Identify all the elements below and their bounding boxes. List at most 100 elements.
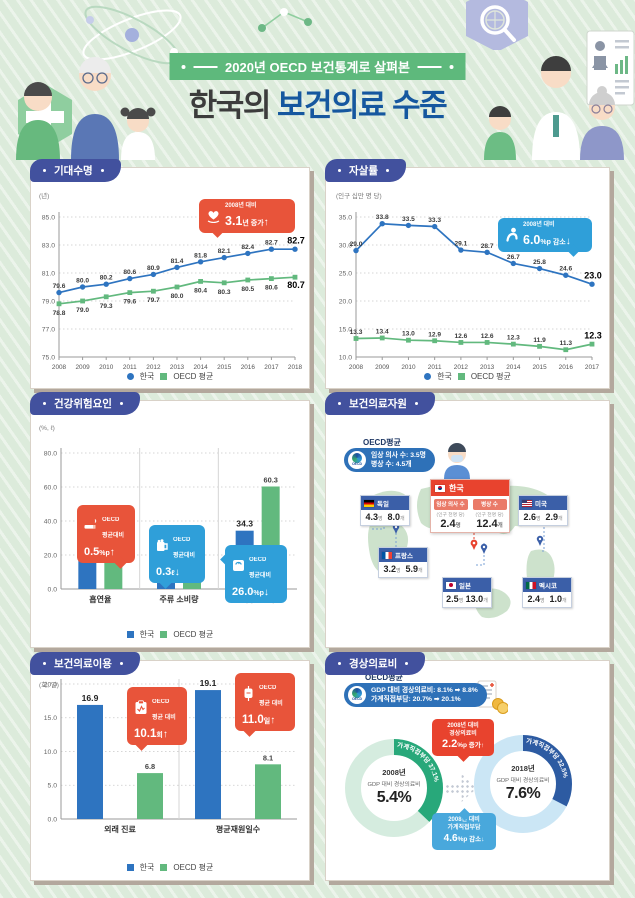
smoking-badge: OECD 평균대비 0.5%p↑ [77, 505, 135, 569]
svg-text:29.0: 29.0 [350, 241, 363, 248]
svg-text:2008: 2008 [52, 364, 67, 371]
health-expenditure-panel: 경상의료비 OECD평균 OECD GDP 대비 경상의료비: 8.1% ➡ 8… [325, 652, 610, 881]
svg-text:23.0: 23.0 [584, 271, 602, 281]
suicide-rate-chart: 10.0 15.0 20.0 25.0 30.0 35.0 2008 2009 2010 2011… [339, 212, 602, 371]
svg-text:75.0: 75.0 [42, 354, 55, 361]
svg-text:82.1: 82.1 [218, 248, 231, 255]
svg-text:2012: 2012 [146, 364, 161, 371]
svg-text:80.6: 80.6 [265, 285, 278, 292]
svg-text:19.1: 19.1 [200, 678, 217, 688]
svg-text:2010: 2010 [401, 364, 416, 371]
svg-text:80.3: 80.3 [218, 289, 231, 296]
svg-text:2008: 2008 [349, 364, 364, 371]
oecd-marker [457, 373, 465, 380]
svg-text:평균재원일수: 평균재원일수 [216, 824, 261, 834]
length-of-stay-badge: OECD 평균 대비 11.0일↑ [235, 673, 295, 737]
oecd-average-label: OECD평균 [365, 673, 403, 682]
korea-marker [424, 373, 432, 380]
svg-text:80.6: 80.6 [123, 269, 136, 276]
donut-2018-center: 2018년 GDP 대비 경상의료비 7.6% [496, 764, 550, 802]
svg-text:2015: 2015 [217, 364, 232, 371]
body-scale-icon [232, 559, 245, 572]
line-decor [417, 65, 442, 68]
iv-bag-icon [242, 685, 255, 701]
svg-text:11.9: 11.9 [533, 337, 546, 344]
svg-text:80.7: 80.7 [287, 280, 305, 290]
header-badge-text: 2020년 OECD 보건통계로 살펴본 [225, 60, 410, 75]
svg-text:2014: 2014 [193, 364, 208, 371]
korea-flag [435, 484, 445, 492]
svg-text:흡연율: 흡연율 [89, 594, 112, 604]
svg-text:2016: 2016 [559, 364, 574, 371]
chart-legend: 한국 OECD 평균 [31, 371, 309, 382]
svg-text:11.3: 11.3 [560, 340, 573, 347]
svg-text:0.0: 0.0 [48, 816, 58, 823]
svg-text:77.0: 77.0 [42, 326, 55, 333]
svg-text:2015: 2015 [532, 364, 547, 371]
svg-text:13.3: 13.3 [350, 329, 363, 336]
svg-text:33.8: 33.8 [376, 214, 389, 221]
svg-text:81.8: 81.8 [194, 252, 207, 259]
svg-text:80.4: 80.4 [194, 287, 207, 294]
burden-decrease-callout: 2008년 대비 가계직접부담 4.6%p 감소↓ [432, 807, 496, 850]
svg-text:20.0: 20.0 [44, 681, 57, 688]
svg-text:8.1: 8.1 [263, 753, 273, 762]
oecd-marker [160, 373, 168, 380]
svg-text:2009: 2009 [75, 364, 90, 371]
korea-marker [126, 864, 134, 871]
mexico-flag [526, 581, 536, 589]
svg-text:5.0: 5.0 [48, 783, 58, 790]
molecule-icon [258, 8, 312, 32]
svg-text:30.0: 30.0 [339, 242, 352, 249]
oecd-marker [160, 864, 168, 871]
svg-text:15.0: 15.0 [339, 326, 352, 333]
korea-marker [126, 631, 134, 638]
japan-flag [446, 581, 456, 589]
chart-legend: 한국 OECD 평균 [31, 862, 309, 873]
svg-text:2010: 2010 [99, 364, 114, 371]
life-expectancy-panel: 기대수명 (년) 2008년 대비 3.1년 증가↑ 75.0 77.0 79.0 8… [30, 159, 310, 389]
health-chart-board-icon [586, 30, 635, 106]
obesity-badge: OECD 평균대비 26.0%p↓ [219, 545, 287, 603]
france-flag [382, 551, 392, 559]
dot-decor [181, 64, 186, 69]
svg-text:40.0: 40.0 [44, 518, 57, 525]
svg-text:82.4: 82.4 [241, 244, 254, 251]
map-pin-japan [480, 543, 488, 554]
svg-text:80.0: 80.0 [44, 450, 57, 457]
donut-2008-center: 2008년 GDP 대비 경상의료비 5.4% [367, 768, 421, 806]
expenditure-increase-callout: 2008년 대비 경상의료비 2.2%p 증가↑ [432, 719, 494, 762]
svg-text:20.0: 20.0 [339, 298, 352, 305]
svg-text:78.8: 78.8 [53, 310, 66, 317]
health-resources-panel: 보건의료자원 OECD평균 OECD 임상 의사 수: 3.5명 병상 수: 4… [325, 392, 610, 648]
svg-text:12.9: 12.9 [428, 331, 441, 338]
svg-text:29.1: 29.1 [454, 241, 467, 248]
svg-text:80.0: 80.0 [171, 293, 184, 300]
korea-marker [126, 373, 134, 380]
panel-title-life-expectancy: 기대수명 [30, 159, 121, 182]
svg-text:85.0: 85.0 [42, 214, 55, 221]
svg-text:10.0: 10.0 [44, 749, 57, 756]
mexico-card: 멕시코 2.4명 1.0개 [522, 577, 572, 608]
svg-text:외래 진료: 외래 진료 [104, 824, 136, 834]
svg-text:15.0: 15.0 [44, 715, 57, 722]
oecd-logo-icon: OECD [348, 686, 366, 704]
germany-card: 독일 4.3명 8.0개 [360, 495, 410, 526]
svg-text:80.9: 80.9 [147, 265, 160, 272]
chart-legend: 한국 OECD 평균 [326, 371, 609, 382]
donut-2018: 가계직접부담 32.5% [474, 735, 572, 833]
svg-text:12.6: 12.6 [454, 333, 467, 340]
donut-2008: 가계직접부담 37.1% [345, 739, 443, 837]
korea-beds: 병상 수 (인구 천명 당) 12.4개 [470, 496, 509, 532]
svg-text:2009: 2009 [375, 364, 390, 371]
doctor-illustration [444, 443, 470, 479]
svg-text:82.7: 82.7 [265, 240, 278, 247]
svg-text:2014: 2014 [506, 364, 521, 371]
header: 2020년 OECD 보건통계로 살펴본 한국의 보건의료 수준 [0, 0, 635, 160]
svg-text:12.6: 12.6 [481, 333, 494, 340]
svg-text:80.2: 80.2 [100, 275, 113, 282]
svg-text:12.3: 12.3 [584, 331, 602, 341]
svg-text:79.3: 79.3 [100, 303, 113, 310]
svg-text:2013: 2013 [170, 364, 185, 371]
oecd-average-pill: OECD 임상 의사 수: 3.5명 병상 수: 4.5개 [344, 448, 435, 472]
